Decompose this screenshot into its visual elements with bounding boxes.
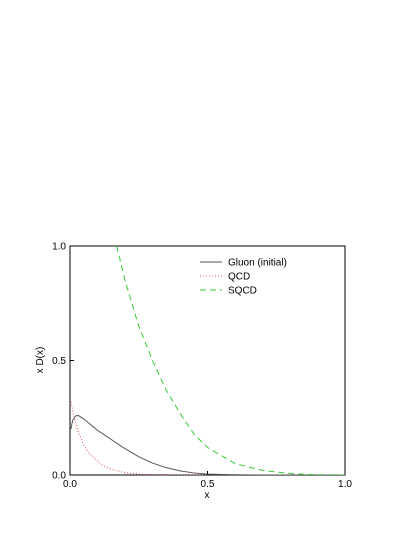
series-line bbox=[70, 401, 208, 475]
legend-label: SQCD bbox=[228, 286, 257, 297]
y-tick-label: 1.0 bbox=[52, 242, 66, 253]
y-tick-label: 0.0 bbox=[52, 471, 66, 482]
y-axis-label: x D(x) bbox=[35, 347, 46, 374]
series-line bbox=[116, 246, 345, 475]
series-line bbox=[70, 414, 345, 475]
x-tick-label: 0.5 bbox=[201, 479, 215, 490]
legend-label: Gluon (initial) bbox=[228, 258, 287, 269]
x-tick-label: 1.0 bbox=[338, 479, 352, 490]
x-tick-label: 0.0 bbox=[63, 479, 77, 490]
legend-label: QCD bbox=[228, 272, 250, 283]
plot-frame bbox=[69, 245, 346, 476]
x-axis-label: x bbox=[205, 490, 210, 501]
y-tick-label: 0.5 bbox=[52, 356, 66, 367]
